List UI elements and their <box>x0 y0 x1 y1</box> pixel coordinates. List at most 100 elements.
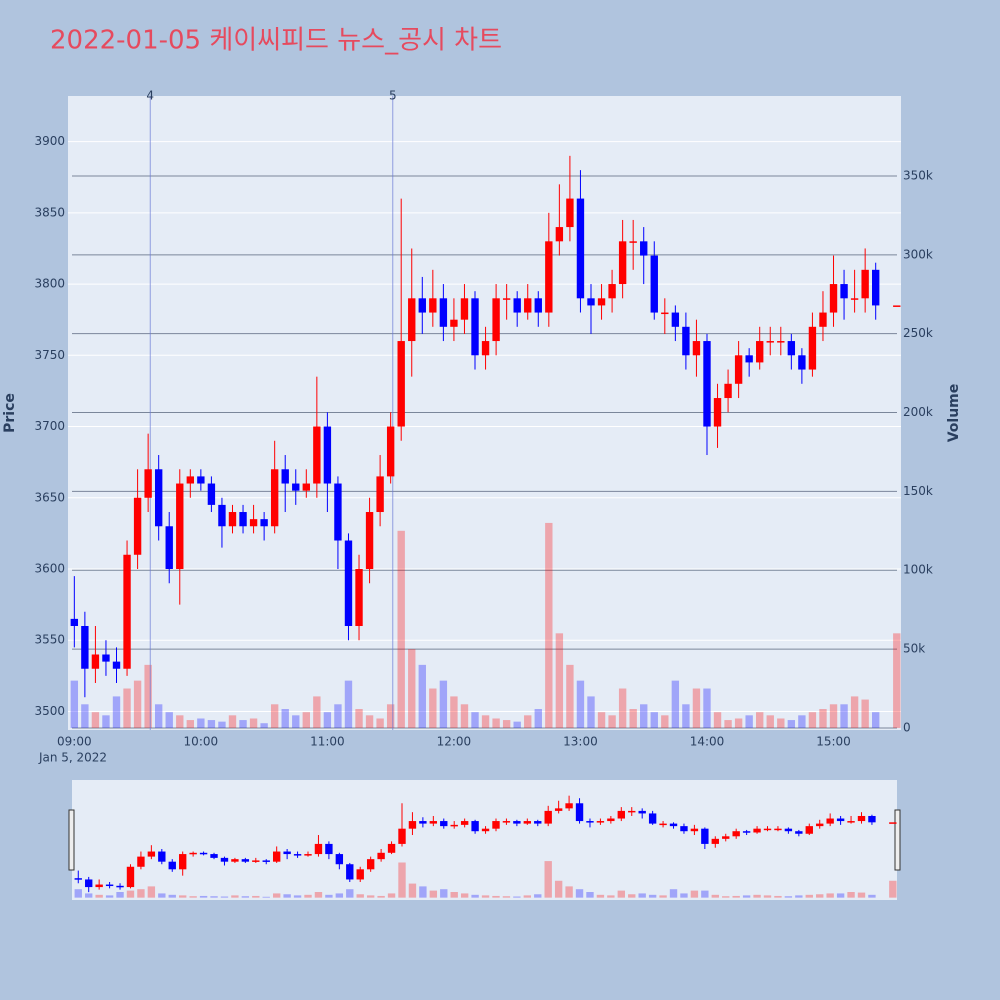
candle-body <box>144 469 152 498</box>
slider-candle-body <box>481 828 490 832</box>
volume-bar <box>555 633 564 728</box>
slider-volume-bar <box>481 895 490 898</box>
slider-candle-body <box>85 879 93 888</box>
slider-candle-body <box>711 838 719 844</box>
volume-bar <box>872 712 880 728</box>
slider-candle-body <box>116 885 124 888</box>
candle-body <box>777 341 785 343</box>
slider-candle-body <box>387 843 396 853</box>
volume-bar <box>292 715 300 728</box>
candle-body <box>893 305 901 307</box>
slider-candle-body <box>502 821 511 823</box>
slider-volume-bar <box>387 893 396 898</box>
candle-body <box>808 326 817 370</box>
slider-candle-body <box>659 823 667 826</box>
slider-volume-bar <box>137 889 145 898</box>
slider-candle-body <box>95 884 103 888</box>
slider-volume-bar <box>450 892 458 898</box>
slider-volume-bar <box>868 894 876 898</box>
slider-handle[interactable] <box>894 809 901 871</box>
slider-volume-bar <box>554 880 563 898</box>
slider-volume-bar <box>816 894 824 898</box>
candle-body <box>81 625 89 669</box>
slider-candle-body <box>575 803 584 822</box>
slider-volume-bar <box>210 896 218 898</box>
candle-body <box>534 298 542 313</box>
slider-volume-bar <box>513 896 521 898</box>
slider-volume-bar <box>795 895 803 898</box>
candle-body <box>123 554 131 669</box>
slider-volume-bar <box>826 893 834 898</box>
slider-candle-body <box>137 856 145 867</box>
slider-volume-bar <box>690 890 699 898</box>
candle-body <box>576 198 585 299</box>
slider-volume-bar <box>889 880 897 898</box>
candle-body <box>766 341 774 343</box>
volume-bar <box>386 704 395 728</box>
candle-body <box>165 526 173 570</box>
volume-bar <box>471 712 479 728</box>
candle-body <box>386 426 395 477</box>
volume-bar <box>270 704 279 728</box>
volume-bar <box>587 696 595 728</box>
candle-body <box>661 312 669 315</box>
candle-body <box>281 469 289 484</box>
candle-body <box>597 298 606 306</box>
x-date-label: Jan 5, 2022 <box>38 751 107 765</box>
y2-tick-label: 300k <box>903 247 933 261</box>
candle-body <box>334 483 342 541</box>
volume-bar <box>682 704 690 728</box>
annotation-label: 5 <box>389 89 397 103</box>
x-tick-label: 09:00 <box>57 735 92 749</box>
candle-body <box>471 298 479 356</box>
y2-tick-label: 0 <box>903 720 911 734</box>
slider-candle-body <box>826 818 834 824</box>
y2-tick-label: 150k <box>903 484 933 498</box>
volume-bar <box>492 718 500 728</box>
volume-bar <box>850 696 859 728</box>
slider-volume-bar <box>126 890 135 898</box>
volume-bar <box>429 688 437 728</box>
candle-body <box>734 355 743 384</box>
slider-candle-body <box>293 854 302 856</box>
y2-tick-label: 350k <box>903 168 933 182</box>
volume-bar <box>323 712 332 728</box>
candle-body <box>260 519 268 527</box>
volume-bar <box>629 709 637 728</box>
candle-body <box>640 241 648 256</box>
volume-bar <box>608 715 616 728</box>
volume-bar <box>597 712 606 728</box>
y-tick-label: 3850 <box>34 205 65 219</box>
volume-bar <box>524 715 532 728</box>
slider-candle-body <box>648 813 657 824</box>
slider-candle-body <box>836 818 845 822</box>
volume-bar <box>650 712 658 728</box>
volume-bar <box>829 704 838 728</box>
slider-candle-body <box>513 821 521 824</box>
slider-volume-bar <box>74 889 82 898</box>
slider-volume-bar <box>293 895 302 898</box>
candle-body <box>724 383 732 399</box>
slider-volume-bar <box>241 896 250 898</box>
slider-candle-body <box>847 821 855 823</box>
slider-volume-bar <box>231 895 239 898</box>
candle-body <box>102 654 110 662</box>
slider-volume-bar <box>85 893 93 898</box>
slider-volume-bar <box>283 894 291 898</box>
candle-body <box>207 483 216 505</box>
volume-bar <box>91 712 100 728</box>
volume-bar <box>713 712 722 728</box>
slider-volume-bar <box>471 894 479 898</box>
slider-candle-body <box>523 821 532 824</box>
candle-body <box>154 469 163 527</box>
candle-body <box>492 298 500 342</box>
slider-volume-bar <box>607 895 615 898</box>
volume-bar <box>777 718 785 728</box>
range-slider[interactable] <box>72 780 897 900</box>
slider-volume-bar <box>534 894 542 898</box>
volume-bar <box>734 718 743 728</box>
slider-handle[interactable] <box>68 809 75 871</box>
volume-bar <box>439 680 448 728</box>
volume-bar <box>197 718 205 728</box>
